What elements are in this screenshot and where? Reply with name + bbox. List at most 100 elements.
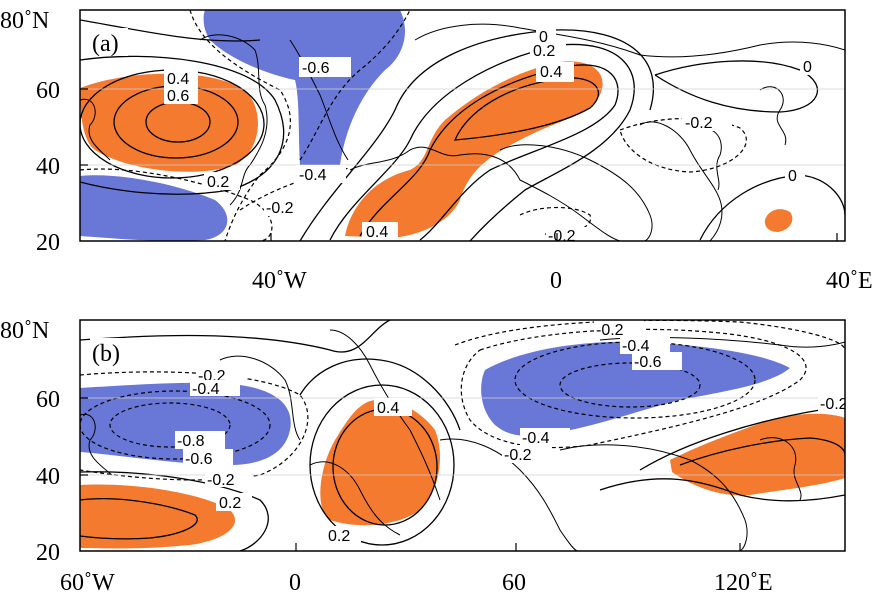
coastline bbox=[80, 98, 111, 161]
positive-anomaly-region bbox=[670, 413, 845, 496]
contour-line-negative bbox=[454, 320, 845, 351]
coastline bbox=[219, 355, 301, 441]
lon-tick-label: 120˚E bbox=[714, 570, 773, 594]
svg-text:0.4: 0.4 bbox=[377, 400, 399, 417]
coastline bbox=[759, 437, 802, 501]
svg-text:-0.8: -0.8 bbox=[177, 433, 205, 450]
contour-label: -0.2 bbox=[546, 227, 590, 245]
contour-labels-a: 0.4 0.6 -0.6 0 0.2 0.4 0.2 -0.4 -0.2 0.4… bbox=[164, 28, 820, 245]
contour-label: -0.6 bbox=[183, 449, 233, 468]
svg-text:-0.4: -0.4 bbox=[299, 167, 327, 184]
lon-tick-label: 40˚W bbox=[252, 268, 307, 294]
svg-text:0.4: 0.4 bbox=[167, 71, 189, 88]
panel-a: 0.4 0.6 -0.6 0 0.2 0.4 0.2 -0.4 -0.2 0.4… bbox=[0, 8, 873, 294]
lat-tick-label: 20 bbox=[36, 540, 60, 566]
contour-label: 0 bbox=[536, 28, 556, 46]
svg-text:0.2: 0.2 bbox=[533, 43, 555, 60]
contour-line bbox=[359, 64, 619, 241]
svg-text:-0.2: -0.2 bbox=[207, 472, 235, 489]
contour-label: 0.2 bbox=[204, 172, 240, 191]
svg-text:-0.2: -0.2 bbox=[266, 200, 294, 217]
coastline bbox=[80, 413, 113, 476]
positive-anomaly-region bbox=[80, 73, 258, 172]
contour-line bbox=[80, 55, 285, 195]
contour-label: 0.4 bbox=[362, 222, 398, 241]
coastline bbox=[289, 39, 349, 161]
contour-label: -0.4 bbox=[190, 380, 240, 398]
coastline bbox=[759, 86, 787, 146]
svg-text:0.2: 0.2 bbox=[328, 528, 350, 545]
contour-line bbox=[599, 478, 845, 502]
positive-anomaly-region bbox=[80, 484, 236, 549]
svg-text:-0.2: -0.2 bbox=[596, 322, 624, 339]
contour-line bbox=[80, 498, 198, 540]
contour-label: 0.6 bbox=[164, 86, 198, 105]
contour-label: 0.4 bbox=[374, 398, 412, 417]
contour-line-negative bbox=[299, 10, 411, 161]
lat-tick-label: 60 bbox=[36, 78, 60, 104]
coastline bbox=[699, 128, 722, 191]
coastline bbox=[309, 461, 401, 536]
contour-line bbox=[80, 320, 391, 353]
contour-label: -0.2 bbox=[264, 198, 314, 217]
svg-text:0: 0 bbox=[803, 59, 812, 76]
contour-line bbox=[453, 77, 600, 141]
contour-label: 0.4 bbox=[164, 69, 198, 88]
contour-line-negative bbox=[514, 341, 756, 419]
contour-line-negative bbox=[80, 168, 273, 241]
contour-line bbox=[299, 358, 461, 431]
contour-label: -0.2 bbox=[502, 445, 552, 464]
svg-text:-0.4: -0.4 bbox=[522, 430, 550, 447]
svg-text:0: 0 bbox=[788, 168, 797, 185]
contour-line-negative bbox=[460, 328, 807, 449]
lat-tick-label: 20 bbox=[36, 230, 60, 256]
svg-text:-0.6: -0.6 bbox=[634, 354, 662, 371]
svg-text:-0.2: -0.2 bbox=[548, 228, 576, 245]
contour-label: 0.4 bbox=[536, 62, 574, 82]
positive-anomaly-region bbox=[320, 399, 440, 526]
contour-label: 0.2 bbox=[530, 42, 566, 60]
svg-text:-0.4: -0.4 bbox=[192, 381, 220, 398]
coastline bbox=[199, 34, 268, 206]
contour-label: 0 bbox=[800, 57, 820, 76]
contour-label: 0.2 bbox=[325, 526, 361, 545]
contour-label: -0.4 bbox=[620, 336, 670, 355]
lon-tick-label: 60˚W bbox=[60, 570, 115, 594]
coastline bbox=[349, 146, 621, 241]
contour-line-negative bbox=[619, 117, 747, 173]
contour-line bbox=[679, 437, 845, 466]
svg-text:-0.2: -0.2 bbox=[820, 396, 848, 413]
contour-line bbox=[329, 43, 635, 241]
lon-tick-label: 0 bbox=[289, 570, 301, 594]
lon-tick-label: 0 bbox=[550, 268, 562, 294]
contour-label: -0.6 bbox=[299, 57, 351, 77]
coastline bbox=[499, 144, 653, 241]
lon-tick-label: 60 bbox=[502, 570, 526, 594]
contour-line bbox=[299, 29, 655, 241]
coastline bbox=[639, 121, 723, 241]
contour-label: -0.6 bbox=[632, 352, 682, 371]
lat-tick-label: 60 bbox=[36, 387, 60, 413]
coastline bbox=[414, 23, 845, 58]
positive-anomaly-region bbox=[345, 61, 603, 239]
map-frame bbox=[79, 319, 846, 552]
contour-label: 0 bbox=[785, 166, 805, 185]
contour-label: -0.4 bbox=[520, 428, 570, 447]
contour-label: -0.4 bbox=[296, 165, 346, 184]
lat-tick-label: 80˚N bbox=[0, 318, 49, 344]
contour-label: -0.2 bbox=[594, 320, 644, 339]
svg-text:-0.2: -0.2 bbox=[685, 115, 713, 132]
map-frame bbox=[79, 9, 846, 242]
negative-anomaly-region bbox=[80, 175, 228, 241]
lat-tick-label: 40 bbox=[36, 464, 60, 490]
svg-text:-0.6: -0.6 bbox=[302, 60, 330, 77]
contour-line bbox=[80, 19, 261, 42]
contour-line-negative bbox=[80, 390, 271, 460]
panel-label: (a) bbox=[92, 31, 119, 57]
contour-line-negative bbox=[189, 10, 291, 241]
contour-line bbox=[654, 60, 818, 113]
contour-label: -0.2 bbox=[205, 471, 251, 489]
positive-anomaly-region bbox=[764, 209, 793, 232]
contour-label: 0.2 bbox=[216, 493, 252, 512]
